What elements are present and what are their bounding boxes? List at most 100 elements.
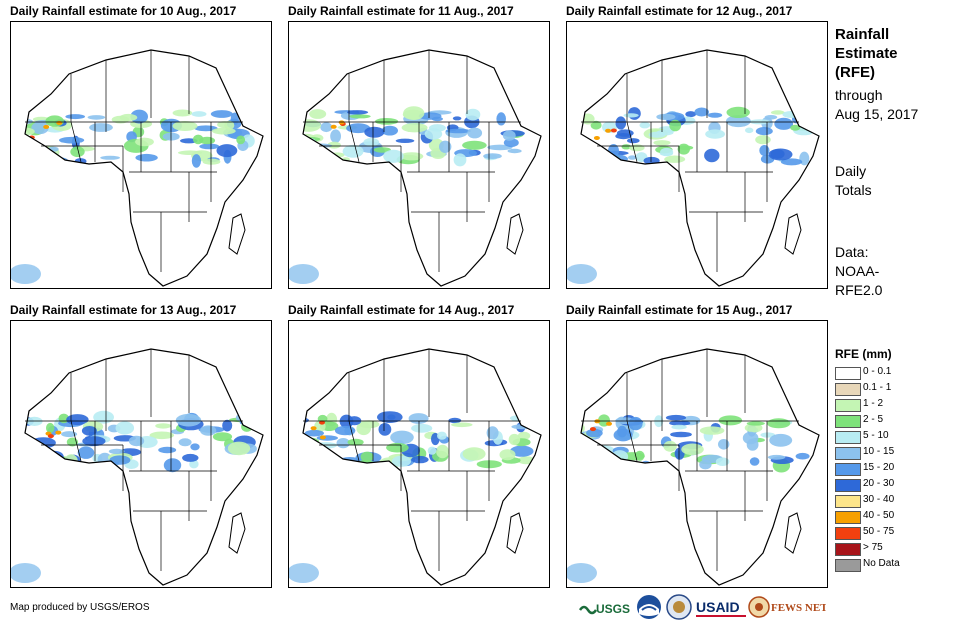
usgs-logo: USGS (578, 594, 632, 627)
rain-cell (452, 116, 462, 121)
rain-cell (744, 423, 763, 433)
rain-cell (303, 151, 313, 161)
rainfall-map (10, 320, 272, 588)
rain-cell (378, 423, 392, 436)
rain-cell (25, 449, 35, 462)
rain-cell (391, 455, 411, 467)
rain-cell (621, 144, 632, 150)
rain-cell (93, 410, 114, 424)
rain-cell (172, 109, 193, 117)
rain-cell (718, 439, 730, 450)
rain-cell (381, 125, 398, 136)
rain-cell (194, 125, 218, 132)
rain-cell (681, 443, 704, 456)
rain-cell (764, 115, 778, 120)
rainfall-band (581, 106, 815, 166)
legend-swatch (835, 367, 861, 380)
rain-cell (34, 151, 49, 164)
rain-cell (581, 453, 595, 467)
rain-cell (749, 457, 760, 466)
map-svg (567, 49, 820, 287)
rain-cell (346, 123, 371, 134)
heavy-rain-cell (310, 426, 317, 431)
rain-cell (623, 113, 639, 118)
rain-cell (795, 452, 810, 460)
rain-cell (395, 138, 415, 143)
dos-seal-logo (666, 594, 692, 625)
rain-cell (336, 438, 350, 449)
data-source-block: Data: NOAA- RFE2.0 (835, 243, 882, 300)
legend-label: 15 - 20 (863, 462, 895, 473)
rain-cell (437, 431, 447, 440)
rain-cell (629, 144, 645, 152)
rain-cell (25, 141, 33, 156)
map-credit: Map produced by USGS/EROS (10, 602, 150, 613)
africa-coastline (580, 348, 820, 586)
rain-cell (46, 422, 55, 434)
heavy-rain-cell (605, 128, 612, 133)
heavy-rain-cell (55, 430, 62, 435)
rain-cell (342, 144, 364, 158)
rain-cell (31, 121, 49, 135)
rain-cell (42, 456, 64, 467)
legend-swatch (835, 527, 861, 540)
rain-cell (70, 146, 85, 157)
rain-cell (305, 450, 320, 459)
rain-cell (191, 154, 201, 168)
rain-cell (175, 413, 202, 427)
heavy-rain-cell (43, 124, 50, 129)
legend-label: 10 - 15 (863, 446, 895, 457)
rain-cell (664, 155, 686, 163)
rain-cell (694, 107, 709, 117)
madagascar-outline (784, 213, 802, 255)
legend-swatch (835, 431, 861, 444)
usaid-logo: USAID (694, 594, 748, 627)
legend-swatch (835, 415, 861, 428)
rain-cell (581, 145, 593, 157)
rain-cell (718, 415, 743, 426)
sidebar-title: Rainfall Estimate (RFE) (835, 25, 898, 82)
rain-cell (453, 153, 467, 167)
rain-cell (189, 459, 199, 469)
rain-cell (130, 109, 148, 124)
legend-label: 2 - 5 (863, 414, 884, 425)
rain-cell (45, 115, 64, 127)
map-panel-aug-14: Daily Rainfall estimate for 14 Aug., 201… (288, 303, 550, 589)
rain-cell (227, 441, 251, 456)
rain-cell (81, 426, 97, 436)
rain-cell (467, 127, 483, 139)
rain-cell (334, 425, 356, 436)
rain-cell (782, 111, 800, 118)
totals-block: Daily Totals (835, 162, 872, 200)
rain-cell (584, 457, 606, 465)
rain-cell (119, 113, 138, 122)
rain-cell (628, 155, 637, 160)
legend-label: No Data (863, 558, 900, 569)
map-svg (289, 49, 542, 287)
sidebar-title-line1: Rainfall (835, 26, 890, 43)
rain-cell (487, 144, 513, 151)
noaa-logo (636, 594, 662, 625)
rain-cell (373, 147, 391, 153)
svg-text:USGS: USGS (596, 602, 630, 616)
rain-cell (656, 129, 674, 136)
rain-cell (660, 147, 674, 157)
rain-cell (448, 417, 462, 424)
madagascar-outline (784, 512, 802, 554)
rainfall-map (288, 320, 550, 588)
rain-cell (401, 123, 428, 133)
rainfall-band (581, 414, 810, 473)
rain-cell (305, 453, 317, 458)
rain-cell (303, 139, 315, 148)
rain-cell (465, 108, 481, 121)
rain-cell (390, 430, 414, 445)
rain-cell (705, 129, 725, 139)
rain-cell (377, 411, 403, 423)
rain-cell (483, 153, 502, 160)
rain-cell (502, 130, 516, 141)
rain-cell (663, 440, 677, 452)
heavy-rain-cell (47, 434, 54, 439)
legend-label: > 75 (863, 542, 883, 553)
rain-cell (210, 110, 233, 118)
rain-cell (320, 122, 333, 133)
